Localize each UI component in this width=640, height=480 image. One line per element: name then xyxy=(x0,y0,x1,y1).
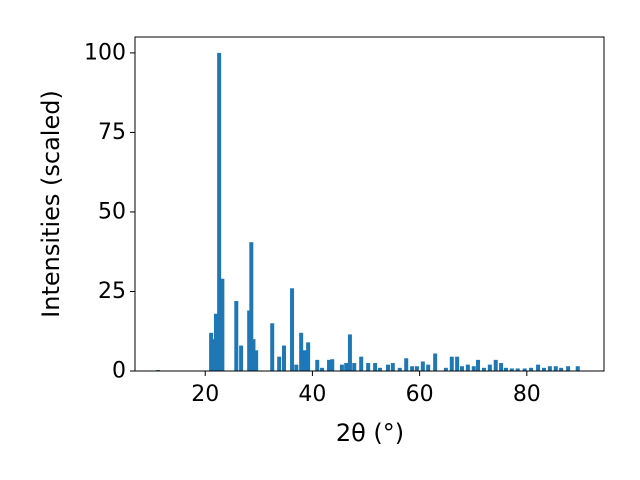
bar xyxy=(410,366,415,371)
bar xyxy=(359,356,364,371)
bar xyxy=(211,339,216,371)
bar xyxy=(270,323,275,371)
bar xyxy=(254,350,259,371)
bar xyxy=(487,364,492,371)
bar xyxy=(330,359,335,371)
bar xyxy=(385,364,390,371)
bar xyxy=(575,366,580,371)
bar xyxy=(414,366,419,371)
bar xyxy=(465,364,470,371)
x-tick-label: 60 xyxy=(406,382,434,407)
bar xyxy=(536,364,541,371)
bar xyxy=(320,367,325,371)
bar xyxy=(481,367,486,371)
bar xyxy=(443,367,448,371)
y-tick-label: 0 xyxy=(112,359,126,384)
bar xyxy=(397,367,402,371)
bar xyxy=(471,366,476,371)
bar xyxy=(493,359,498,371)
bar xyxy=(455,356,460,371)
bar xyxy=(566,366,571,371)
bar xyxy=(373,363,378,371)
bar xyxy=(426,364,431,371)
bar xyxy=(209,332,214,371)
bar xyxy=(247,310,252,371)
bar xyxy=(220,278,225,371)
bar xyxy=(347,334,352,371)
bar xyxy=(290,288,295,371)
bar xyxy=(352,363,357,371)
x-tick-label: 20 xyxy=(191,382,219,407)
bar xyxy=(503,367,508,371)
bar xyxy=(302,350,307,371)
bar xyxy=(541,367,546,371)
plot-frame xyxy=(134,36,605,372)
bar xyxy=(299,332,304,371)
bar xyxy=(559,367,564,371)
y-tick-label: 75 xyxy=(98,120,126,145)
bar xyxy=(249,242,254,371)
y-tick-label: 50 xyxy=(98,199,126,224)
bar xyxy=(339,364,344,371)
y-axis-label: Intensities (scaled) xyxy=(37,90,65,318)
bar xyxy=(449,356,454,371)
bar xyxy=(499,363,504,371)
x-tick-label: 80 xyxy=(513,382,541,407)
bar xyxy=(509,368,514,371)
bar xyxy=(515,368,520,371)
bar xyxy=(476,359,481,371)
bar xyxy=(327,359,332,371)
bar xyxy=(239,345,244,371)
bar xyxy=(420,361,425,371)
bar xyxy=(277,356,282,371)
x-axis-label: 2θ (°) xyxy=(336,419,404,447)
bar xyxy=(529,367,534,371)
bar xyxy=(315,359,320,371)
bar xyxy=(366,363,371,371)
bar xyxy=(217,52,222,372)
bar xyxy=(306,342,311,371)
bar xyxy=(433,353,438,371)
x-tick-label: 40 xyxy=(298,382,326,407)
bar xyxy=(294,364,299,371)
bar xyxy=(234,301,239,371)
bar xyxy=(547,366,552,371)
bar xyxy=(213,313,218,371)
bar xyxy=(282,345,287,371)
bar xyxy=(251,339,256,371)
bar xyxy=(522,368,527,371)
bar xyxy=(459,366,464,371)
bar xyxy=(404,358,409,371)
bar xyxy=(553,366,558,371)
bar xyxy=(390,363,395,371)
y-tick-label: 100 xyxy=(84,40,126,65)
bar xyxy=(344,363,349,371)
bar xyxy=(377,367,382,371)
y-tick-label: 25 xyxy=(98,279,126,304)
